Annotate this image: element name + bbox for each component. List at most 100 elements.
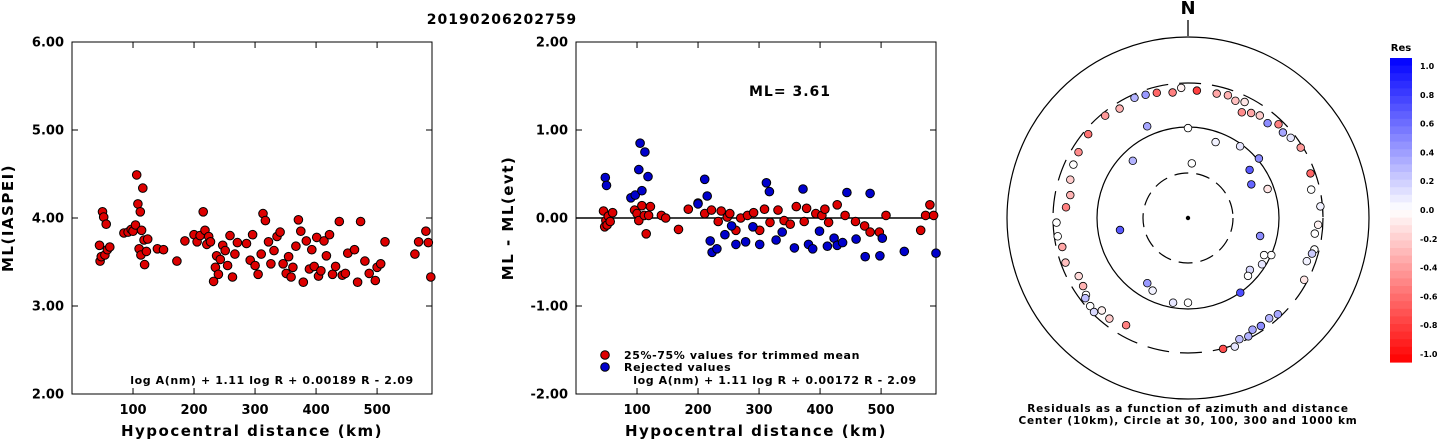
colorbar-segment — [1390, 286, 1412, 295]
data-point — [641, 229, 652, 239]
data-point — [278, 259, 288, 269]
y-tick-label: -2.00 — [531, 388, 568, 403]
data-point — [301, 236, 312, 246]
data-point — [877, 233, 888, 243]
data-point — [283, 251, 294, 262]
formula-1: log A(nm) + 1.11 log R + 0.00189 R - 2.0… — [130, 374, 413, 387]
data-point — [920, 210, 931, 221]
data-point — [840, 210, 850, 221]
data-point — [426, 272, 436, 282]
data-point — [791, 201, 802, 212]
station-residual-point — [1168, 298, 1178, 307]
colorbar-segment — [1390, 88, 1412, 97]
data-point — [731, 239, 741, 250]
colorbar-segment — [1390, 324, 1412, 333]
station-residual-point — [1176, 83, 1186, 93]
station-residual-point — [1245, 165, 1254, 175]
data-point — [759, 204, 770, 214]
station-residual-point — [1254, 154, 1264, 163]
colorbar-segment — [1390, 149, 1412, 158]
data-point — [859, 221, 870, 231]
data-point — [865, 227, 875, 237]
station-residual-point — [1081, 294, 1090, 303]
station-residual-point — [1267, 250, 1276, 260]
colorbar-tick-label: 0.0 — [1420, 206, 1435, 215]
data-point — [205, 237, 216, 247]
station-residual-point — [1168, 88, 1177, 97]
data-point — [105, 242, 115, 252]
data-point — [637, 200, 647, 211]
data-point — [683, 204, 694, 214]
station-residual-point — [1115, 104, 1124, 113]
station-residual-point — [1256, 321, 1266, 331]
data-point — [141, 246, 152, 257]
x-tick-label: 200 — [180, 403, 207, 418]
data-point — [142, 234, 153, 244]
station-residual-point — [1263, 118, 1272, 128]
data-point — [832, 200, 843, 210]
colorbar-segment — [1390, 118, 1412, 127]
station-residual-point — [1230, 342, 1239, 351]
data-point — [601, 180, 612, 191]
y-axis-label-1: ML(IASPEI) — [0, 164, 17, 272]
data-point — [355, 216, 366, 227]
data-point — [765, 217, 775, 228]
panel-ml-residual: 2.00 1.00 0.00 -1.00 -2.00 100 200 300 400 500 M… — [499, 36, 941, 440]
x-tick-label: 300 — [745, 403, 772, 418]
data-point — [319, 236, 329, 246]
plot-frame-1 — [71, 41, 433, 395]
data-point — [702, 191, 713, 201]
legend-label-used: 25%-75% values for trimmed mean — [624, 349, 860, 362]
colorbar-segment — [1390, 156, 1412, 165]
station-residual-point — [1235, 142, 1245, 151]
y-tick-label: 0.00 — [536, 212, 568, 227]
colorbar-segment — [1390, 301, 1412, 310]
epicenter-dot — [1185, 215, 1191, 221]
data-point — [225, 230, 235, 241]
data-point — [158, 244, 169, 255]
data-point — [321, 251, 332, 261]
colorbar-segment — [1390, 164, 1412, 173]
data-point — [823, 217, 834, 228]
station-residual-point — [1211, 137, 1220, 147]
station-residual-point — [1053, 232, 1062, 241]
station-residual-point — [1296, 143, 1305, 152]
x-tick-label: 500 — [364, 403, 391, 418]
data-point — [820, 204, 830, 214]
station-residual-point — [1058, 242, 1067, 252]
data-point — [364, 268, 375, 279]
data-point — [673, 224, 684, 235]
station-residual-point — [1306, 185, 1316, 194]
data-point — [352, 277, 363, 288]
data-point — [875, 251, 885, 261]
colorbar-segment — [1390, 339, 1412, 348]
station-residual-point — [1066, 190, 1075, 200]
y-axis-1: 6.00 5.00 4.00 3.00 2.00 — [32, 36, 432, 403]
data-point — [605, 216, 616, 227]
data-point — [814, 226, 825, 236]
station-residual-point — [1240, 97, 1249, 107]
data-point — [865, 188, 875, 199]
range-circle-30km — [1142, 172, 1234, 264]
data-point — [699, 174, 710, 185]
station-residual-point — [1074, 271, 1083, 281]
colorbar-segment — [1390, 225, 1412, 234]
data-point — [705, 236, 716, 246]
data-point — [250, 260, 260, 271]
colorbar-segment — [1390, 263, 1412, 272]
data-point — [296, 226, 306, 236]
data-point — [340, 268, 351, 279]
colorbar-tick-label: -0.8 — [1420, 321, 1437, 330]
data-point — [247, 229, 258, 240]
station-residual-point — [1273, 310, 1282, 319]
colorbar-segment — [1390, 248, 1412, 257]
colorbar-tick-label: 0.6 — [1420, 120, 1435, 129]
legend-marker-used — [600, 350, 610, 360]
station-residual-point — [1223, 91, 1233, 100]
colorbar-segment — [1390, 308, 1412, 317]
station-residual-point — [1128, 156, 1137, 165]
station-residual-point — [1236, 288, 1245, 297]
data-point — [740, 237, 751, 247]
station-residual-point — [1259, 250, 1269, 260]
colorbar-tick-label: -0.2 — [1420, 235, 1437, 244]
